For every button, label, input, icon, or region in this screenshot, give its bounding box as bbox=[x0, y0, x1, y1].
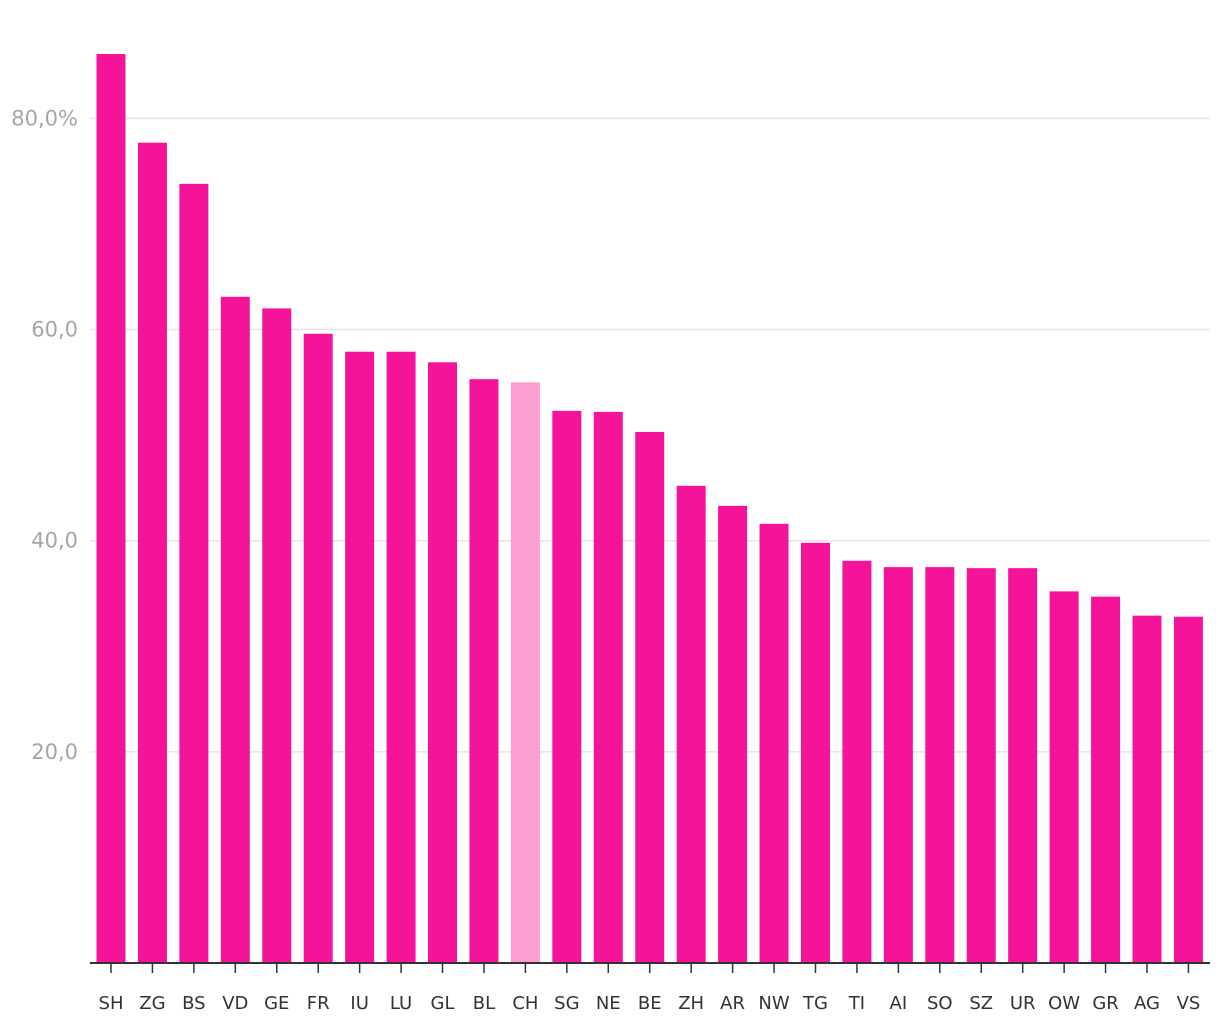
bar-zh bbox=[676, 485, 706, 963]
x-tick-label: FR bbox=[307, 993, 330, 1014]
bar-be bbox=[635, 431, 665, 963]
bar-sh bbox=[96, 54, 126, 963]
x-axis-ticks bbox=[110, 963, 1190, 973]
y-tick-label: 60,0 bbox=[31, 318, 78, 342]
x-tick-label: BE bbox=[638, 993, 662, 1014]
bar-bs bbox=[179, 183, 209, 963]
x-tick-label: IU bbox=[350, 993, 368, 1014]
bar-bl bbox=[469, 379, 499, 963]
x-tick-label: UR bbox=[1010, 993, 1036, 1014]
x-tick-label: CH bbox=[512, 993, 538, 1014]
x-tick-label: SO bbox=[927, 993, 953, 1014]
bar-ow bbox=[1049, 591, 1079, 963]
bar-sg bbox=[552, 410, 582, 963]
bar-vs bbox=[1173, 616, 1203, 963]
bar-ge bbox=[262, 308, 292, 963]
bar-tg bbox=[800, 542, 830, 963]
bar-zg bbox=[137, 142, 167, 963]
bar-ti bbox=[842, 560, 872, 963]
y-tick-label: 80,0% bbox=[11, 106, 78, 130]
x-tick-label: TI bbox=[848, 993, 865, 1014]
bar-ch bbox=[510, 382, 540, 963]
x-tick-label: AI bbox=[890, 993, 908, 1014]
bar-iu bbox=[345, 351, 375, 963]
x-tick-label: TG bbox=[802, 993, 828, 1014]
bar-ag bbox=[1132, 615, 1162, 963]
x-tick-label: SG bbox=[554, 993, 579, 1014]
x-tick-label: LU bbox=[390, 993, 412, 1014]
x-tick-label: SH bbox=[99, 993, 124, 1014]
bar-vd bbox=[220, 296, 250, 964]
bar-nw bbox=[759, 523, 789, 963]
x-tick-label: BS bbox=[182, 993, 205, 1014]
bar-sz bbox=[966, 568, 996, 963]
bar-so bbox=[925, 567, 955, 963]
x-tick-label: GR bbox=[1092, 993, 1118, 1014]
x-tick-label: OW bbox=[1048, 993, 1080, 1014]
x-tick-label: GE bbox=[264, 993, 289, 1014]
bar-gr bbox=[1091, 596, 1121, 963]
bar-ar bbox=[718, 505, 748, 963]
x-tick-label: AG bbox=[1134, 993, 1160, 1014]
x-tick-label: NW bbox=[758, 993, 789, 1014]
bar-lu bbox=[386, 351, 416, 963]
x-tick-label: NE bbox=[596, 993, 621, 1014]
x-axis-category-labels: SH ZG BS VD GE FR IU LU GL BL CH SG NE BE ZH AR NW TG TI AI… bbox=[99, 993, 1201, 1014]
bar-ur bbox=[1008, 568, 1038, 963]
y-axis-tick-labels: 20,0 40,0 60,0 80,0% bbox=[11, 106, 78, 763]
x-tick-label: GL bbox=[431, 993, 455, 1014]
bar-ne bbox=[593, 411, 623, 964]
x-tick-label: VD bbox=[222, 993, 248, 1014]
bars bbox=[96, 54, 1203, 964]
y-tick-label: 40,0 bbox=[31, 529, 78, 553]
x-tick-label: VS bbox=[1177, 993, 1201, 1014]
bar-ai bbox=[883, 567, 913, 963]
x-tick-label: ZG bbox=[139, 993, 165, 1014]
x-tick-label: SZ bbox=[969, 993, 993, 1014]
x-tick-label: ZH bbox=[678, 993, 704, 1014]
bar-fr bbox=[303, 333, 333, 963]
x-tick-label: BL bbox=[473, 993, 495, 1014]
x-tick-label: AR bbox=[720, 993, 745, 1014]
y-tick-label: 20,0 bbox=[31, 740, 78, 764]
bar-gl bbox=[428, 362, 458, 963]
